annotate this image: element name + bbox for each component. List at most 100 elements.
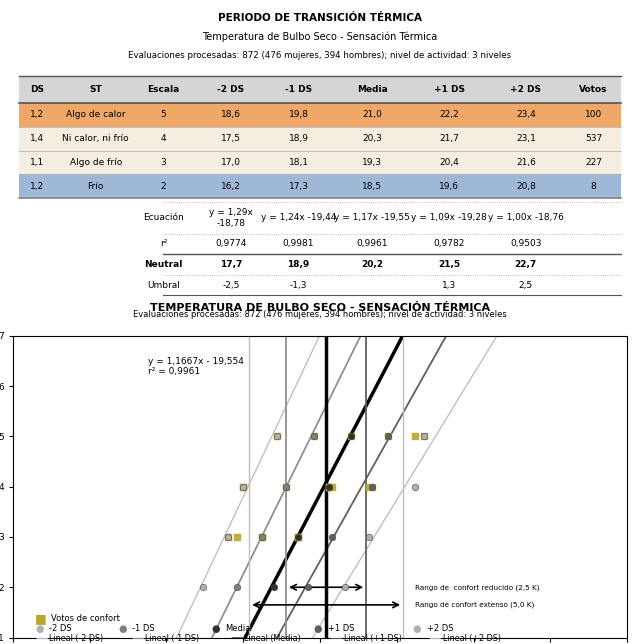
Text: Ni calor, ni frío: Ni calor, ni frío xyxy=(63,134,129,143)
Point xyxy=(346,431,356,442)
Text: 18,6: 18,6 xyxy=(221,111,241,120)
Text: 2: 2 xyxy=(161,182,166,191)
Text: r²: r² xyxy=(159,240,167,249)
Text: PERIODO DE TRANSICIÓN TÉRMICA: PERIODO DE TRANSICIÓN TÉRMICA xyxy=(218,13,422,23)
Point xyxy=(367,482,378,492)
Text: Lineal (Media): Lineal (Media) xyxy=(244,634,301,643)
Text: y = 1,1667x - 19,554
r² = 0,9961: y = 1,1667x - 19,554 r² = 0,9961 xyxy=(148,357,244,376)
Text: 19,8: 19,8 xyxy=(289,111,308,120)
Text: 18,9: 18,9 xyxy=(287,260,310,269)
Text: 0,9503: 0,9503 xyxy=(510,240,541,249)
Text: 0,9981: 0,9981 xyxy=(283,240,314,249)
Text: ST: ST xyxy=(90,85,102,94)
Text: 21,7: 21,7 xyxy=(439,134,459,143)
Text: 1,1: 1,1 xyxy=(30,158,45,167)
Point xyxy=(419,431,429,442)
Text: 22,2: 22,2 xyxy=(439,111,459,120)
Text: Algo de calor: Algo de calor xyxy=(66,111,125,120)
Text: Media: Media xyxy=(357,85,388,94)
Text: ●: ● xyxy=(35,623,44,634)
Text: 1,4: 1,4 xyxy=(30,134,44,143)
Text: 0,9782: 0,9782 xyxy=(433,240,465,249)
Point xyxy=(238,482,248,492)
Point xyxy=(223,532,233,542)
Point xyxy=(232,582,242,592)
Point xyxy=(383,431,393,442)
Bar xyxy=(19,151,621,175)
Text: -1 DS: -1 DS xyxy=(285,85,312,94)
Point xyxy=(293,532,303,542)
Text: -1,3: -1,3 xyxy=(290,281,307,290)
Text: 100: 100 xyxy=(585,111,602,120)
Point xyxy=(293,532,303,542)
Text: 17,3: 17,3 xyxy=(289,182,308,191)
Point xyxy=(293,532,303,542)
Text: Evaluaciones procesadas: 872 (476 mujeres, 394 hombres); nivel de actividad: 3 n: Evaluaciones procesadas: 872 (476 mujere… xyxy=(129,51,511,60)
Text: 18,1: 18,1 xyxy=(289,158,308,167)
Point xyxy=(308,431,319,442)
Point xyxy=(324,482,334,492)
Text: —: — xyxy=(429,632,442,644)
Text: Lineal (+1 DS): Lineal (+1 DS) xyxy=(344,634,401,643)
Point xyxy=(410,431,420,442)
Point xyxy=(257,532,267,542)
Point xyxy=(327,482,337,492)
Point xyxy=(238,482,248,492)
Point xyxy=(364,482,374,492)
Text: +1 DS: +1 DS xyxy=(433,85,465,94)
Text: ●: ● xyxy=(118,623,127,634)
Text: Neutral: Neutral xyxy=(144,260,182,269)
Point xyxy=(272,431,282,442)
Point xyxy=(339,582,349,592)
Text: y = 1,24x -19,44: y = 1,24x -19,44 xyxy=(261,213,336,222)
Point xyxy=(346,431,356,442)
Text: —: — xyxy=(330,632,342,644)
Text: 18,5: 18,5 xyxy=(362,182,382,191)
Text: ●: ● xyxy=(413,623,421,634)
Text: y = 1,29x
-18,78: y = 1,29x -18,78 xyxy=(209,208,253,227)
Text: 19,3: 19,3 xyxy=(362,158,382,167)
Text: 19,6: 19,6 xyxy=(439,182,459,191)
Text: 5: 5 xyxy=(161,111,166,120)
Point xyxy=(269,582,279,592)
Text: 2,5: 2,5 xyxy=(519,281,533,290)
Text: Temperatura de Bulbo Seco - Sensación Térmica: Temperatura de Bulbo Seco - Sensación Té… xyxy=(202,32,438,43)
Text: 17,0: 17,0 xyxy=(221,158,241,167)
Text: Lineal (+2 DS): Lineal (+2 DS) xyxy=(443,634,501,643)
Text: 16,2: 16,2 xyxy=(221,182,241,191)
Text: Ecuación: Ecuación xyxy=(143,213,184,222)
Text: 18,9: 18,9 xyxy=(289,134,308,143)
Text: 1,2: 1,2 xyxy=(30,182,44,191)
Text: +2 DS: +2 DS xyxy=(427,624,453,633)
Text: Rango de  confort reducido (2,5 K): Rango de confort reducido (2,5 K) xyxy=(415,584,540,591)
Text: Frío: Frío xyxy=(88,182,104,191)
Text: Media: Media xyxy=(225,624,251,633)
Text: Algo de frío: Algo de frío xyxy=(70,158,122,167)
Text: y = 1,17x -19,55: y = 1,17x -19,55 xyxy=(334,213,410,222)
Text: +1 DS: +1 DS xyxy=(328,624,354,633)
Point xyxy=(232,532,242,542)
Text: ●: ● xyxy=(314,623,322,634)
Text: DS: DS xyxy=(30,85,44,94)
Point xyxy=(238,482,248,492)
Text: Escala: Escala xyxy=(147,85,179,94)
Text: 20,3: 20,3 xyxy=(362,134,382,143)
Text: 23,4: 23,4 xyxy=(516,111,536,120)
Point xyxy=(257,532,267,542)
Text: 8: 8 xyxy=(591,182,596,191)
Text: -1 DS: -1 DS xyxy=(132,624,155,633)
Bar xyxy=(19,175,621,198)
Text: —: — xyxy=(35,632,48,644)
Point xyxy=(367,482,378,492)
Text: 0,9961: 0,9961 xyxy=(356,240,388,249)
Text: y = 1,00x -18,76: y = 1,00x -18,76 xyxy=(488,213,564,222)
Bar xyxy=(19,127,621,151)
Text: 21,5: 21,5 xyxy=(438,260,460,269)
Point xyxy=(293,532,303,542)
Point xyxy=(324,482,334,492)
Point xyxy=(410,482,420,492)
Point xyxy=(272,431,282,442)
Text: 1,3: 1,3 xyxy=(442,281,456,290)
Text: 17,7: 17,7 xyxy=(220,260,242,269)
Text: 227: 227 xyxy=(585,158,602,167)
